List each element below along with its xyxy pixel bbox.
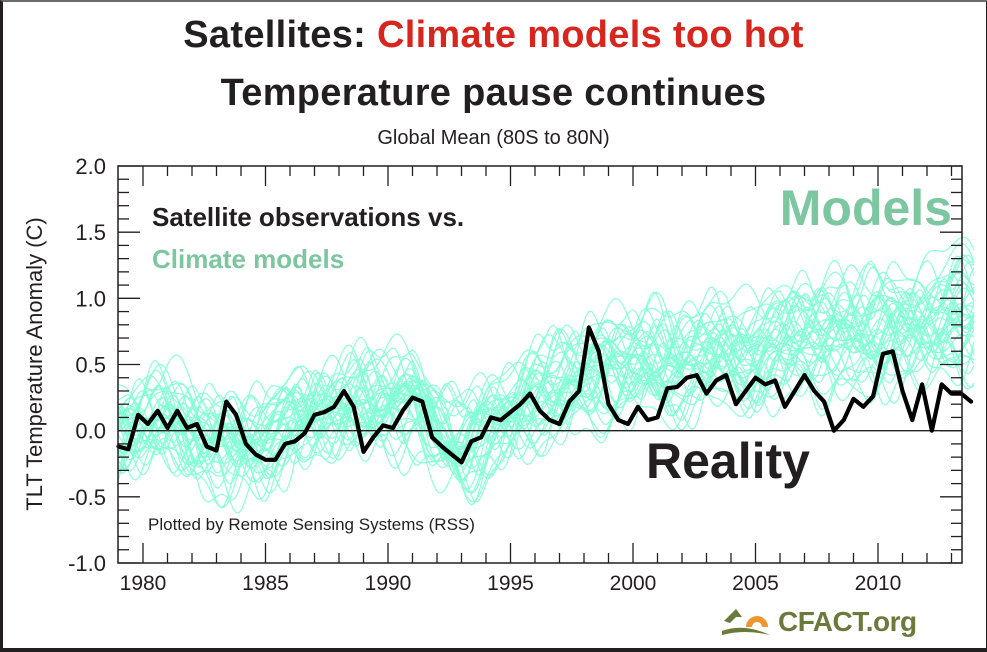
y-tick-label: -0.5	[68, 485, 106, 510]
model-run-line	[117, 277, 975, 483]
x-tick-label: 2000	[610, 572, 657, 595]
headline: Satellites: Climate models too hot	[0, 14, 987, 57]
model-run-line	[118, 263, 975, 441]
model-run-line	[117, 291, 975, 472]
model-run-line	[118, 308, 975, 481]
model-run-line	[117, 322, 975, 493]
x-tick-label: 2010	[855, 572, 902, 595]
x-axis-labels: 1980 1985 1990 1995 2000 2005 2010	[120, 572, 902, 595]
model-run-line	[118, 254, 975, 444]
model-run-line	[117, 271, 975, 451]
headline-part2: Climate models too hot	[376, 14, 804, 56]
y-tick-label: 1.0	[75, 286, 106, 311]
x-tick-label: 1985	[242, 572, 289, 595]
y-tick-label: 0.0	[75, 419, 106, 444]
headline-part1: Satellites:	[183, 14, 377, 56]
model-run-line	[117, 236, 975, 456]
models-label: Models	[780, 180, 952, 236]
cfact-logo-text: CFACT.org	[778, 606, 917, 637]
y-axis-labels: -1.0 -0.5 0.0 0.5 1.0 1.5 2.0	[68, 154, 106, 576]
y-tick-label: 2.0	[75, 154, 106, 179]
y-tick-label: 0.5	[75, 353, 106, 378]
y-axis-title: TLT Temperature Anomaly (C)	[22, 217, 47, 510]
cfact-logo[interactable]: CFACT.org	[722, 606, 917, 638]
credit-text: Plotted by Remote Sensing Systems (RSS)	[148, 515, 475, 534]
models-layer	[117, 236, 975, 514]
model-run-line	[118, 312, 975, 490]
observations-line	[116, 325, 974, 465]
model-run-line	[117, 337, 975, 501]
x-tick-label: 1995	[487, 572, 534, 595]
cfact-mountain-sun-icon	[722, 609, 770, 635]
x-tick-label: 2005	[732, 572, 779, 595]
legend-observations: Satellite observations vs.	[152, 202, 464, 232]
subheadline: Temperature pause continues	[220, 72, 767, 114]
legend-models: Climate models	[152, 244, 344, 274]
model-run-line	[117, 323, 975, 509]
x-tick-label: 1990	[365, 572, 412, 595]
y-tick-label: 1.5	[75, 220, 106, 245]
model-run-line	[118, 255, 975, 448]
y-tick-label: -1.0	[68, 551, 106, 576]
x-tick-label: 1980	[120, 572, 167, 595]
axis-ticks	[118, 165, 962, 564]
reality-label: Reality	[646, 433, 810, 489]
model-run-line	[117, 318, 975, 514]
plot-title: Global Mean (80S to 80N)	[377, 127, 610, 149]
